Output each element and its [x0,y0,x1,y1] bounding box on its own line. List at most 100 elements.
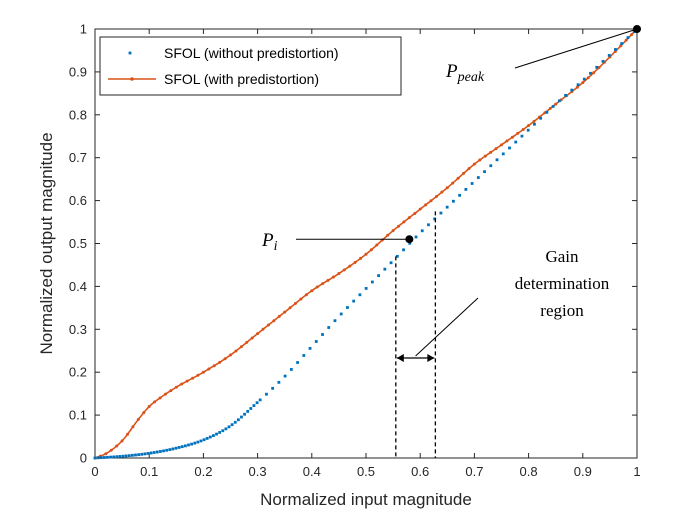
series-point-with-predistortion [321,282,325,286]
series-point-with-predistortion [218,360,222,364]
series-point-with-predistortion [142,411,146,415]
series-point-with-predistortion [126,432,130,436]
axes-box [94,28,638,459]
series-point-with-predistortion [169,389,173,393]
series-point-without-predistortion [93,456,97,460]
series-point-without-predistortion [452,199,455,203]
gain-region-label-line: region [540,301,584,320]
axis-ticks: 0 0.1 0.2 0.3 0.4 0.5 0.6 0.7 0.8 0.9 1 0 0.1 0.2 0.3 0… [69,22,641,480]
y-tick-label: 1 [80,22,87,37]
series-point-without-predistortion [352,299,356,303]
y-tick-label: 0.5 [69,236,87,251]
series-point-with-predistortion [174,385,178,389]
series-point-without-predistortion [445,205,449,209]
series-point-without-predistortion [140,452,144,456]
series-point-without-predistortion [514,140,518,144]
y-tick-label: 0.9 [69,64,87,79]
series-point-with-predistortion [369,248,373,252]
series-point-with-predistortion [516,131,520,135]
series-point-without-predistortion [464,188,468,191]
series-point-without-predistortion [115,455,119,459]
series-point-with-predistortion [229,353,232,357]
series-point-with-predistortion [109,448,113,452]
series-point-without-predistortion [520,134,524,138]
series-point-without-predistortion [174,446,178,450]
series-point-with-predistortion [250,336,254,340]
series-point-with-predistortion [131,425,135,429]
series-point-with-predistortion [304,293,308,297]
x-tick-label: 0.8 [520,464,538,479]
x-tick-label: 0.1 [140,464,158,479]
series-point-with-predistortion [445,186,449,190]
series-point-without-predistortion [476,176,480,179]
series-point-with-predistortion [586,76,590,80]
series-point-with-predistortion [180,382,184,386]
x-tick-label: 0.9 [574,464,592,479]
series-point-with-predistortion [163,392,167,396]
series-point-with-predistortion [575,85,579,89]
series-point-with-predistortion [223,357,227,361]
y-tick-label: 0.8 [69,107,87,122]
series-point-without-predistortion [233,420,237,424]
p-i-label: Pi [261,230,278,254]
series-point-with-predistortion [478,158,482,162]
series-point-without-predistortion [236,418,240,422]
series-point-with-predistortion [630,33,634,37]
series-point-with-predistortion [104,452,108,456]
y-tick-label: 0.7 [69,150,87,165]
series-point-without-predistortion [314,340,318,343]
series-point-with-predistortion [294,301,298,305]
p-i-marker [405,235,414,244]
series-point-with-predistortion [483,154,487,158]
series-point-without-predistortion [595,65,599,69]
series-point-without-predistortion [193,441,197,445]
series-point-without-predistortion [364,287,368,290]
p-peak-marker [633,25,641,33]
series-point-without-predistortion [327,326,331,329]
series-point-with-predistortion [456,176,460,180]
series-point-without-predistortion [215,432,218,436]
series-point-with-predistortion [283,310,287,314]
series-point-with-predistortion [581,81,585,85]
series-point-with-predistortion [391,229,395,233]
series-point-with-predistortion [353,260,357,264]
series-point-with-predistortion [462,171,466,175]
series-point-without-predistortion [607,53,611,57]
legend-label-with-predistortion: SFOL (with predistortion) [164,71,319,87]
series-point-without-predistortion [289,368,293,371]
series-point-without-predistortion [162,449,165,453]
series-point-with-predistortion [299,297,303,301]
series-point-without-predistortion [470,182,474,185]
series-point-with-predistortion [310,289,314,293]
series-point-without-predistortion [227,425,231,429]
series-point-without-predistortion [196,440,200,444]
y-tick-label: 0.1 [69,408,87,423]
y-axis-label: Normalized output magnitude [37,132,56,354]
series-point-without-predistortion [501,152,505,156]
series-point-with-predistortion [592,71,596,75]
series-point-without-predistortion [358,293,362,297]
series-point-with-predistortion [521,128,525,132]
series-point-without-predistortion [551,105,555,108]
series-point-without-predistortion [408,241,412,245]
series-point-without-predistortion [152,451,156,454]
series-point-without-predistortion [389,261,393,265]
series-point-without-predistortion [255,401,259,405]
series-point-with-predistortion [472,162,476,166]
series-point-with-predistortion [277,314,281,318]
p-peak-leader [514,29,635,69]
series-point-without-predistortion [277,380,281,384]
series-point-without-predistortion [171,447,175,451]
series-point-without-predistortion [187,443,190,447]
series-point-with-predistortion [191,376,195,380]
series-point-with-predistortion [548,106,552,110]
series-point-with-predistortion [136,417,140,421]
series-point-with-predistortion [386,233,390,237]
series-point-with-predistortion [153,400,157,404]
series-point-without-predistortion [102,456,106,459]
y-tick-label: 0.4 [69,279,87,294]
series-point-without-predistortion [526,128,530,132]
y-tick-label: 0.6 [69,193,87,208]
series-point-without-predistortion [271,386,275,390]
series-point-without-predistortion [626,36,630,40]
